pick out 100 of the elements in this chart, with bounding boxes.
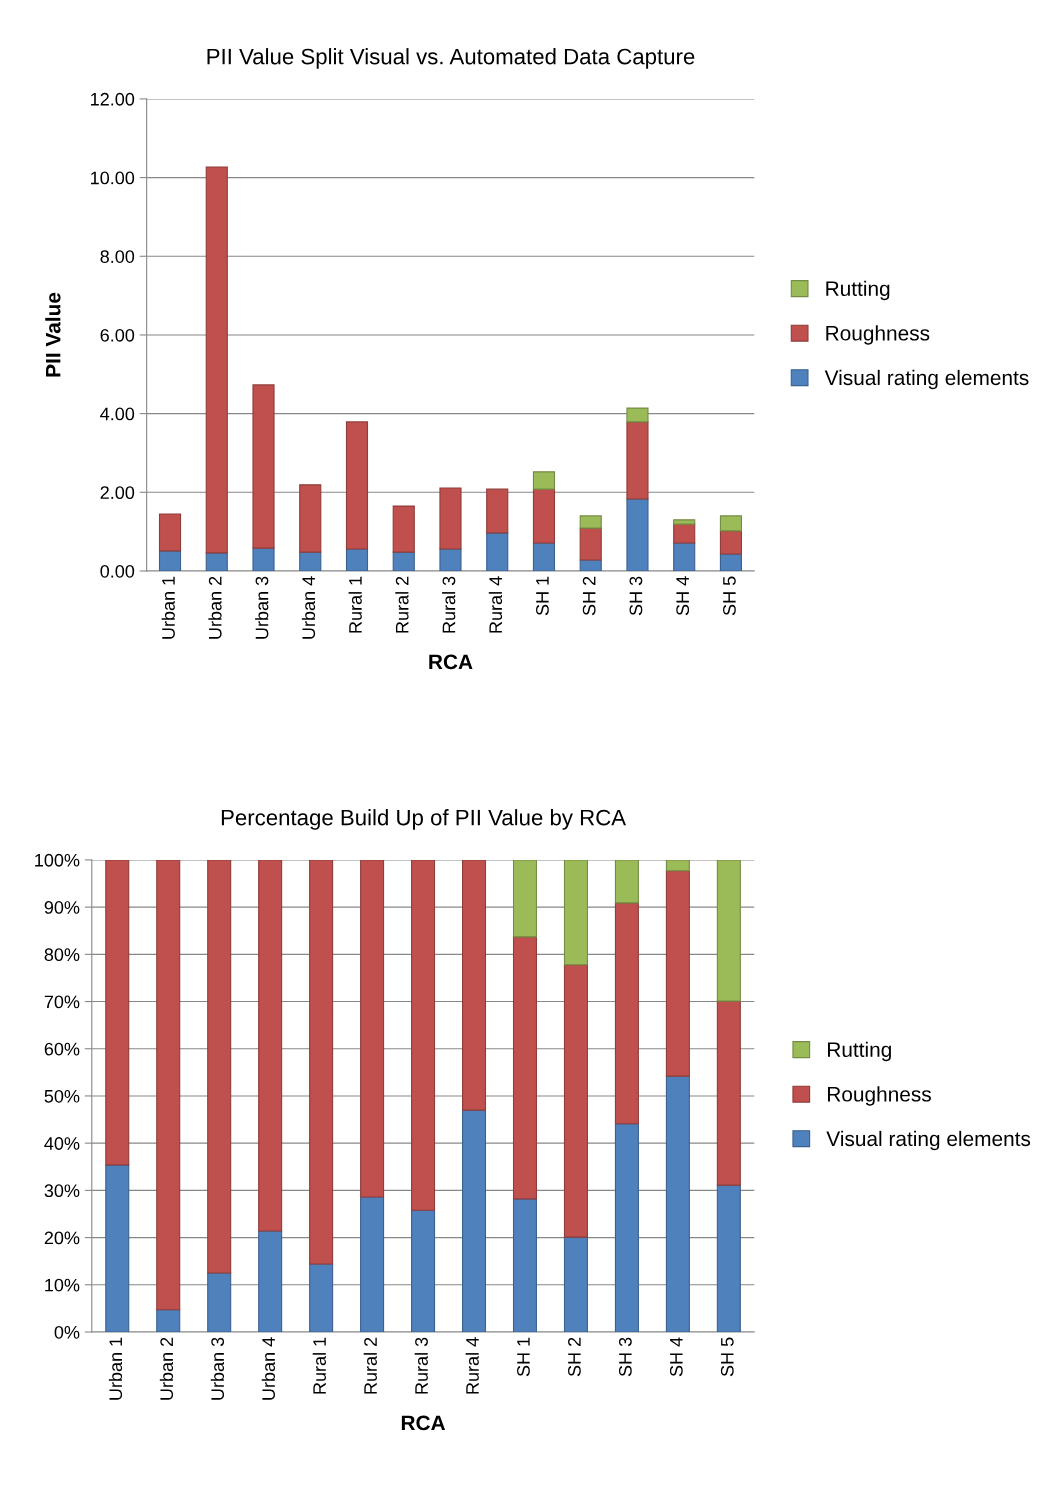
bar [486, 488, 509, 534]
bar [563, 964, 588, 1238]
bar [716, 1184, 741, 1332]
bar [673, 523, 696, 544]
bar [105, 859, 130, 1166]
bar [626, 498, 649, 571]
bar [252, 547, 275, 571]
bar [360, 859, 385, 1198]
x-tick-label: SH 3 [618, 1337, 632, 1377]
y-tick-label: 2.00 [100, 486, 135, 500]
bar [345, 421, 369, 550]
bar [719, 530, 743, 555]
bar [719, 515, 743, 532]
y-axis-title: PII Value [45, 292, 61, 377]
x-axis-title: RCA [429, 654, 473, 670]
bar [673, 519, 696, 525]
bar [392, 505, 415, 553]
y-tick-label: 20% [44, 1231, 80, 1245]
bar [716, 859, 741, 1002]
bar [309, 859, 334, 1265]
bar [105, 1164, 130, 1332]
x-tick-label: SH 1 [536, 576, 549, 616]
x-tick-label: Rural 1 [348, 576, 362, 633]
bar [563, 859, 588, 966]
x-tick-label: SH 1 [517, 1337, 530, 1377]
x-tick-label: SH 2 [568, 1337, 581, 1377]
y-tick-label: 90% [44, 901, 80, 914]
bar [512, 936, 538, 1200]
x-tick-label: Rural 1 [312, 1337, 326, 1394]
bar [716, 1000, 741, 1186]
bar [299, 551, 322, 571]
bar [439, 487, 462, 550]
bar [205, 166, 228, 554]
bar [579, 527, 602, 561]
bar [486, 532, 509, 571]
x-tick-label: SH 2 [582, 576, 596, 616]
bar [614, 859, 639, 904]
y-tick-label: 40% [44, 1137, 80, 1150]
bar [665, 859, 690, 872]
x-tick-label: Urban 4 [301, 576, 316, 639]
bar [579, 515, 602, 529]
bar [158, 550, 182, 571]
y-tick-label: 8.00 [100, 250, 135, 263]
y-tick-label: 10.00 [91, 171, 135, 185]
chart-title: Percentage Build Up of PII Value by RCA [221, 809, 627, 830]
bar [205, 552, 228, 571]
x-tick-label: SH 5 [720, 1337, 734, 1377]
bar [461, 859, 487, 1111]
bar [673, 542, 696, 571]
y-tick-label: 10% [45, 1278, 80, 1292]
x-tick-label: Urban 3 [255, 576, 269, 639]
x-tick-label: Urban 3 [210, 1337, 225, 1400]
x-tick-label: Urban 2 [208, 576, 222, 639]
bar [461, 1109, 487, 1332]
bar [532, 488, 556, 544]
x-tick-label: Rural 3 [442, 576, 456, 633]
bar [411, 1209, 436, 1332]
x-tick-label: Rural 4 [465, 1337, 479, 1394]
y-tick-label: 30% [44, 1184, 80, 1198]
x-tick-label: SH 4 [676, 576, 690, 616]
legend-label: Rutting [827, 1041, 891, 1062]
bar [252, 384, 275, 549]
y-tick-label: 0.00 [100, 564, 135, 578]
x-tick-label: Urban 2 [159, 1337, 174, 1400]
y-tick-label: 100% [35, 853, 80, 867]
bar [563, 1236, 588, 1332]
bar [392, 551, 415, 571]
bar [207, 1272, 232, 1332]
bar [532, 542, 556, 571]
bar [345, 548, 369, 571]
bar [158, 513, 182, 552]
legend-label: Roughness [826, 325, 930, 345]
bar [411, 859, 436, 1211]
y-tick-label: 80% [44, 948, 80, 962]
y-tick-label: 70% [44, 995, 80, 1009]
chart-title: PII Value Split Visual vs. Automated Data Capture [207, 48, 695, 69]
y-tick-label: 60% [44, 1042, 80, 1056]
bar [614, 1123, 639, 1332]
bar [309, 1263, 334, 1332]
bar [665, 870, 690, 1077]
bar [156, 1309, 181, 1332]
bar [360, 1196, 385, 1332]
y-tick-label: 50% [44, 1089, 80, 1103]
x-tick-label: SH 5 [723, 576, 736, 616]
bar [258, 1230, 283, 1332]
bar [156, 859, 181, 1311]
bar [512, 859, 538, 938]
x-axis-title: RCA [401, 1415, 446, 1431]
x-tick-label: Urban 4 [261, 1337, 276, 1400]
legend-label: Rutting [826, 280, 890, 301]
bar [626, 421, 649, 500]
bar [299, 484, 322, 553]
y-tick-label: 6.00 [100, 328, 135, 342]
y-tick-label: 4.00 [100, 407, 135, 421]
bar [532, 471, 556, 490]
bar [626, 407, 649, 423]
bar [665, 1075, 690, 1332]
x-tick-label: Rural 2 [363, 1337, 377, 1394]
x-tick-label: Rural 3 [414, 1337, 428, 1394]
x-tick-label: Rural 2 [395, 576, 409, 633]
